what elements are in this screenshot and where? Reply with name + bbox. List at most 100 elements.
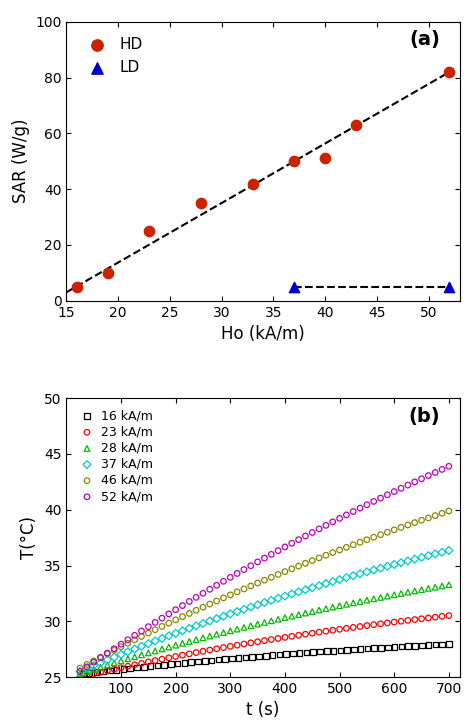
23 kA/m xyxy=(383,617,391,629)
46 kA/m xyxy=(97,652,104,663)
37 kA/m xyxy=(288,588,296,600)
16 kA/m xyxy=(133,662,141,673)
23 kA/m xyxy=(336,623,343,635)
52 kA/m xyxy=(397,483,405,494)
37 kA/m xyxy=(329,576,337,587)
28 kA/m xyxy=(349,597,357,609)
16 kA/m xyxy=(242,652,249,663)
16 kA/m xyxy=(404,641,412,652)
16 kA/m xyxy=(269,649,276,661)
52 kA/m xyxy=(309,526,316,538)
28 kA/m xyxy=(267,615,275,627)
52 kA/m xyxy=(103,647,111,659)
52 kA/m xyxy=(117,638,125,650)
16 kA/m xyxy=(99,665,107,677)
16 kA/m xyxy=(154,660,161,671)
37 kA/m xyxy=(158,633,166,644)
23 kA/m xyxy=(343,622,350,634)
LD xyxy=(446,281,453,293)
HD xyxy=(104,267,111,279)
28 kA/m xyxy=(329,601,337,613)
16 kA/m xyxy=(411,640,419,652)
37 kA/m xyxy=(83,662,91,674)
16 kA/m xyxy=(181,657,188,668)
52 kA/m xyxy=(192,592,200,604)
16 kA/m xyxy=(343,644,351,656)
46 kA/m xyxy=(315,552,323,563)
28 kA/m xyxy=(206,630,214,642)
X-axis label: t (s): t (s) xyxy=(246,702,280,719)
28 kA/m xyxy=(254,618,261,630)
28 kA/m xyxy=(418,584,425,596)
23 kA/m xyxy=(425,612,432,624)
46 kA/m xyxy=(377,529,384,540)
28 kA/m xyxy=(138,649,146,661)
46 kA/m xyxy=(274,569,282,580)
28 kA/m xyxy=(377,592,384,604)
52 kA/m xyxy=(267,548,275,560)
16 kA/m xyxy=(371,642,378,654)
52 kA/m xyxy=(131,630,138,641)
23 kA/m xyxy=(397,615,405,627)
46 kA/m xyxy=(179,611,186,622)
37 kA/m xyxy=(411,553,419,565)
52 kA/m xyxy=(445,461,453,472)
46 kA/m xyxy=(391,524,398,536)
46 kA/m xyxy=(172,614,180,625)
23 kA/m xyxy=(76,671,84,683)
23 kA/m xyxy=(391,616,398,628)
52 kA/m xyxy=(329,516,337,528)
16 kA/m xyxy=(79,668,87,679)
28 kA/m xyxy=(343,598,350,610)
37 kA/m xyxy=(274,593,282,604)
46 kA/m xyxy=(397,521,405,533)
52 kA/m xyxy=(315,523,323,534)
46 kA/m xyxy=(90,655,98,667)
46 kA/m xyxy=(425,512,432,523)
HD xyxy=(146,225,153,237)
28 kA/m xyxy=(97,661,104,673)
37 kA/m xyxy=(117,649,125,660)
46 kA/m xyxy=(295,561,302,572)
23 kA/m xyxy=(247,637,255,649)
37 kA/m xyxy=(185,622,193,634)
52 kA/m xyxy=(404,479,411,491)
23 kA/m xyxy=(199,646,207,657)
37 kA/m xyxy=(145,638,152,649)
28 kA/m xyxy=(247,620,255,632)
23 kA/m xyxy=(267,633,275,645)
52 kA/m xyxy=(138,625,146,637)
46 kA/m xyxy=(165,617,173,629)
28 kA/m xyxy=(172,639,180,651)
28 kA/m xyxy=(76,668,84,679)
16 kA/m xyxy=(248,651,256,662)
37 kA/m xyxy=(322,578,330,590)
28 kA/m xyxy=(288,610,296,622)
46 kA/m xyxy=(247,580,255,592)
16 kA/m xyxy=(418,640,426,652)
52 kA/m xyxy=(145,621,152,633)
28 kA/m xyxy=(158,643,166,654)
16 kA/m xyxy=(140,661,147,673)
52 kA/m xyxy=(240,563,248,575)
46 kA/m xyxy=(349,539,357,550)
Text: (b): (b) xyxy=(409,407,440,426)
23 kA/m xyxy=(90,668,98,680)
23 kA/m xyxy=(349,622,357,633)
Legend: HD, LD: HD, LD xyxy=(74,29,151,82)
46 kA/m xyxy=(301,558,309,569)
28 kA/m xyxy=(363,594,371,606)
37 kA/m xyxy=(438,547,446,558)
37 kA/m xyxy=(199,617,207,629)
23 kA/m xyxy=(404,614,411,626)
52 kA/m xyxy=(90,657,98,668)
28 kA/m xyxy=(404,586,411,598)
46 kA/m xyxy=(227,589,234,601)
16 kA/m xyxy=(316,646,324,657)
16 kA/m xyxy=(330,645,337,657)
52 kA/m xyxy=(425,470,432,481)
28 kA/m xyxy=(145,647,152,659)
23 kA/m xyxy=(411,614,419,625)
37 kA/m xyxy=(124,646,132,657)
23 kA/m xyxy=(185,648,193,660)
